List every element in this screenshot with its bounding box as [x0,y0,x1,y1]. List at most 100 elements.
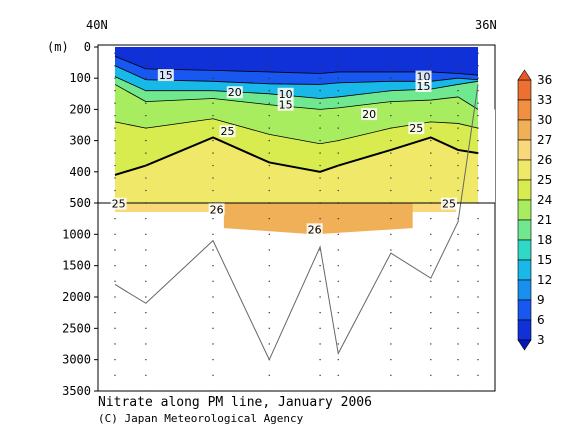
contour-label: 15 [157,69,174,82]
station-dot [145,249,147,251]
station-dot [114,189,116,192]
station-dot [430,52,432,54]
station-dot [477,296,479,298]
station-dot [114,52,116,54]
station-dot [430,343,432,345]
contour-label-bg [157,69,174,82]
station-dot [390,52,392,54]
contour-label-text: 20 [362,108,376,121]
station-dot [337,233,339,236]
y-tick-label: 2000 [62,290,91,304]
station-dot [114,390,116,391]
station-dot [457,264,459,267]
station-dot [268,65,270,67]
station-dot [319,152,321,154]
x-label-left: 40N [86,18,108,32]
colorbar-swatch [517,179,532,201]
contour-label-text: 10 [279,88,293,101]
station-dot [477,102,479,104]
station-dot [477,249,479,251]
station-dot [337,374,339,377]
station-dot [477,139,479,142]
station-dot [390,102,392,104]
station-dot [212,264,214,267]
station-markers [114,52,479,391]
station-dot [114,249,116,251]
station-dot [477,127,479,129]
station-dot [212,102,214,104]
contour-label-bg [219,125,236,138]
contour-label-text: 25 [409,122,423,135]
station-dot [477,52,479,54]
station-dot [212,189,214,192]
station-dot [114,233,116,236]
contour-label-bg [277,87,294,100]
station-dot [337,164,339,167]
station-dot [114,311,116,314]
station-dot [337,114,339,117]
contour-label-text: 15 [279,99,293,112]
station-dot [268,374,270,377]
colorbar-swatch [517,199,532,221]
station-dot [114,127,116,129]
station-dot [319,189,321,192]
station-dot [457,52,459,54]
station-dot [268,164,270,167]
station-dot [477,77,479,79]
station-dot [457,358,459,361]
y-tick-label: 3500 [62,384,91,398]
colorbar-swatch [517,219,532,241]
station-dot [319,343,321,345]
colorbar-tick-label: 27 [537,133,552,147]
station-dot [390,390,392,391]
station-dot [390,233,392,236]
station-dot [212,139,214,142]
y-tick-label: 200 [69,102,91,116]
station-dot [430,311,432,314]
colorbar-max-arrow [517,69,532,81]
colorbar-swatch [517,159,532,181]
station-dot [337,343,339,345]
contour-label: 25 [110,197,127,211]
station-dot [268,127,270,129]
station-dot [430,152,432,154]
station-dot [457,390,459,391]
station-dot [390,89,392,92]
station-dot [114,164,116,167]
station-dot [457,311,459,314]
station-dot [268,177,270,179]
contour-line [114,55,479,76]
station-dot [145,152,147,154]
station-dot [212,217,214,220]
station-dot [114,264,116,267]
station-dot [319,114,321,117]
station-dot [319,177,321,179]
colorbar-tick-label: 24 [537,193,552,207]
colorbar-tick-label: 30 [537,113,552,127]
colorbar-tick-label: 15 [537,253,552,267]
station-dot [145,114,147,117]
station-dot [457,127,459,129]
station-dot [319,52,321,54]
contour-label: 20 [361,108,378,121]
station-dot [430,139,432,142]
station-dot [390,139,392,142]
station-dot [145,343,147,345]
station-dot [114,280,116,283]
y-tick-label: 1000 [62,227,91,241]
station-dot [457,114,459,117]
contour-label: 15 [415,80,432,93]
y-tick-label: 100 [69,71,91,85]
station-dot [319,77,321,79]
station-dot [145,177,147,179]
station-dot [268,280,270,283]
station-dot [114,77,116,79]
station-dot [337,390,339,391]
station-dot [390,296,392,298]
station-dot [145,264,147,267]
station-dot [319,65,321,67]
station-dot [457,164,459,167]
station-dot [337,139,339,142]
station-dot [319,296,321,298]
contour-label-bg [440,197,457,210]
